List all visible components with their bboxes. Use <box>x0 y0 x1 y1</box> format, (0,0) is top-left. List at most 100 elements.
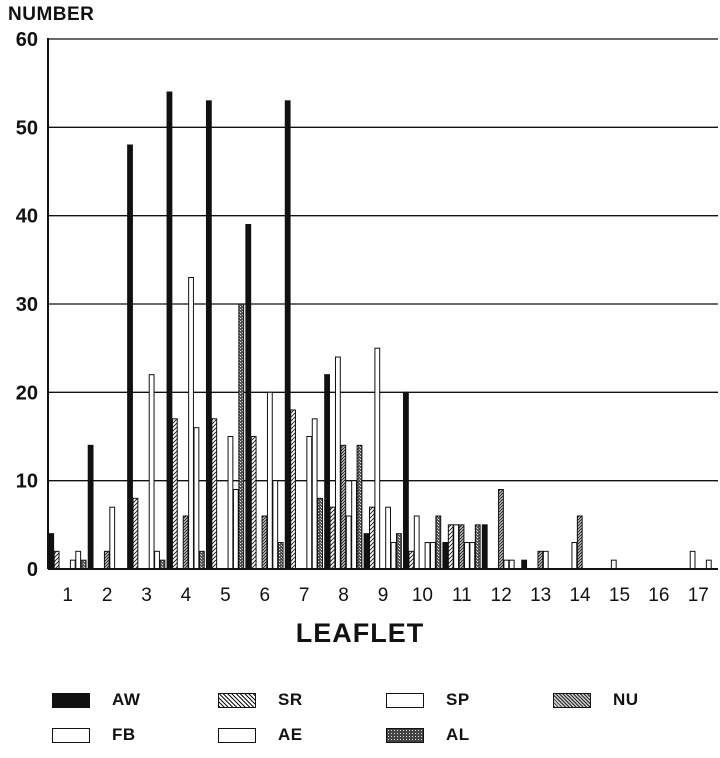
x-tick-label: 12 <box>491 585 512 606</box>
bar-aw-13 <box>521 559 528 570</box>
legend-item-sr: SR <box>218 690 303 710</box>
bar-sp-14 <box>571 542 578 570</box>
legend-item-ae: AE <box>218 725 303 745</box>
bar-sr-4 <box>171 418 178 570</box>
x-axis-title: LEAFLET <box>295 618 425 648</box>
y-tick-label: 40 <box>16 206 38 228</box>
x-tick-label: 1 <box>62 585 73 606</box>
bar-nu-14 <box>576 515 583 570</box>
bar-al-10 <box>435 515 442 570</box>
bar-ae-3 <box>154 550 160 570</box>
bar-nu-13 <box>537 550 544 570</box>
y-tick-label: 0 <box>27 559 38 581</box>
bar-ae-1 <box>75 550 82 570</box>
bar-fb-9 <box>385 506 392 570</box>
x-tick-label: 8 <box>338 585 349 606</box>
bar-sr-6 <box>250 436 257 570</box>
bar-sr-8 <box>329 506 336 570</box>
bar-aw-10 <box>403 391 409 570</box>
legend-swatch <box>386 692 424 708</box>
bar-aw-5 <box>205 100 212 570</box>
x-tick-label: 14 <box>569 585 591 606</box>
legend-item-al: AL <box>386 725 470 745</box>
bar-al-6 <box>277 542 284 570</box>
bar-al-11 <box>474 524 481 570</box>
bar-ae-11 <box>469 542 476 570</box>
bar-sr-7 <box>290 409 296 570</box>
bar-ae-5 <box>232 489 239 570</box>
bar-al-1 <box>80 559 87 570</box>
bar-sp-15 <box>610 559 617 570</box>
bar-fb-1 <box>69 559 76 570</box>
bar-fb-11 <box>464 542 470 570</box>
bar-aw-3 <box>127 144 133 570</box>
bar-sp-10 <box>413 515 420 570</box>
legend-label: NU <box>613 690 639 709</box>
bar-fb-7 <box>306 436 313 570</box>
bar-nu-11 <box>458 524 465 570</box>
bar-ae-6 <box>272 480 279 570</box>
bar-nu-2 <box>103 550 110 570</box>
y-tick-label: 20 <box>16 382 38 404</box>
legend-swatch <box>386 727 424 743</box>
y-tick-label: 30 <box>16 294 38 316</box>
legend-item-sp: SP <box>386 690 470 710</box>
legend-item-aw: AW <box>52 690 140 710</box>
legend-swatch <box>553 692 591 708</box>
x-tick-label: 16 <box>648 585 669 606</box>
bar-fb-2 <box>109 506 116 570</box>
bar-aw-6 <box>245 224 252 570</box>
x-tick-label: 7 <box>299 585 310 606</box>
bar-sr-1 <box>53 550 60 570</box>
bar-fb-8 <box>345 515 352 570</box>
bar-sr-5 <box>211 418 218 570</box>
bar-sp-8 <box>334 356 341 570</box>
y-tick-label: 10 <box>16 471 38 493</box>
bar-aw-7 <box>284 100 291 570</box>
bar-aw-2 <box>87 444 94 570</box>
x-tick-label: 6 <box>259 585 270 606</box>
bar-fb-4 <box>188 277 194 570</box>
bar-ae-7 <box>311 418 318 570</box>
bar-al-7 <box>317 497 323 570</box>
legend-label: FB <box>112 725 136 744</box>
x-tick-label: 17 <box>688 585 709 606</box>
bar-fb-13 <box>542 550 549 570</box>
y-tick-label: 60 <box>16 29 38 51</box>
bar-sp-11 <box>453 524 460 570</box>
bar-aw-8 <box>324 374 330 570</box>
bar-ae-4 <box>193 427 200 570</box>
bar-aw-1 <box>48 533 55 570</box>
x-tick-label: 2 <box>102 585 113 606</box>
bar-aw-9 <box>363 533 370 570</box>
bar-al-8 <box>356 444 363 570</box>
bar-sr-10 <box>408 550 415 570</box>
x-tick-label: 5 <box>220 585 231 606</box>
bar-ae-10 <box>430 542 436 570</box>
legend-label: AW <box>112 690 141 709</box>
bar-sp-17 <box>689 550 696 570</box>
bar-sr-3 <box>132 497 139 570</box>
legend-swatch <box>52 692 90 708</box>
bar-sr-11 <box>447 524 454 570</box>
legend-swatch <box>218 692 256 708</box>
bar-sp-9 <box>374 347 381 570</box>
legend-swatch <box>52 727 90 743</box>
bar-fb-6 <box>266 391 273 570</box>
legend-label: AL <box>446 725 470 744</box>
bar-fb-3 <box>148 374 155 570</box>
x-tick-label: 15 <box>609 585 630 606</box>
bar-al-5 <box>238 303 245 570</box>
x-tick-label: 13 <box>530 585 551 606</box>
bar-ae-9 <box>390 542 397 570</box>
legend-label: SR <box>278 690 303 709</box>
bar-sr-9 <box>369 506 375 570</box>
bar-aw-11 <box>442 542 449 570</box>
y-tick-label: 50 <box>16 117 38 139</box>
legend-item-fb: FB <box>52 725 136 745</box>
bar-fb-10 <box>424 542 431 570</box>
bar-ae-17 <box>705 559 712 570</box>
x-tick-label: 4 <box>181 585 192 606</box>
bar-aw-12 <box>481 524 488 570</box>
